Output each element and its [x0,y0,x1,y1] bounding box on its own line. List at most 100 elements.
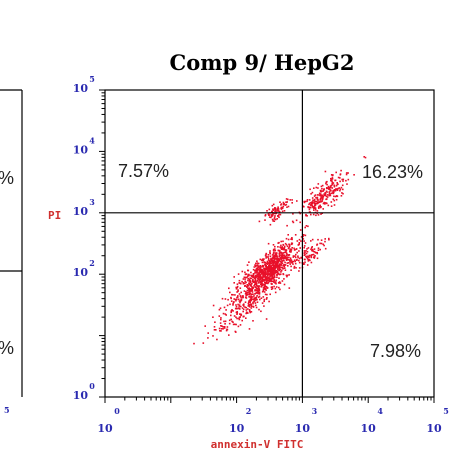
y-tick-label: 10 [73,389,89,402]
event-point [262,270,265,272]
event-point [318,192,321,195]
event-point [287,258,290,261]
event-point [259,277,262,279]
event-point [232,310,234,312]
event-point [262,290,265,292]
event-point [277,209,280,212]
event-point [333,189,336,191]
event-point [270,216,272,219]
event-point [258,308,260,311]
event-point [298,257,301,260]
event-point [269,268,272,271]
event-point [237,325,240,328]
event-point [263,298,266,301]
event-point [307,258,309,261]
event-point [264,254,267,257]
event-point [273,268,275,270]
event-point [295,267,297,269]
event-point [272,262,275,265]
event-point [228,319,231,322]
event-point [281,210,284,213]
event-point [268,280,271,283]
event-point [228,322,231,325]
event-point [249,305,251,308]
event-point [263,271,266,273]
event-point [255,306,258,309]
x-tick-label: 10 [97,422,113,435]
event-point [267,276,270,279]
event-point [321,196,323,198]
event-point [248,279,251,281]
event-point [241,319,243,322]
event-point [315,214,317,217]
event-point [230,296,232,299]
event-point [246,286,248,288]
event-point [260,283,262,285]
event-point [283,264,285,266]
event-point [249,277,251,279]
event-point [258,275,260,277]
event-point [246,275,249,278]
event-point [274,260,276,263]
event-point [283,265,286,268]
event-point [323,201,325,204]
event-point [286,274,289,277]
event-point [253,284,255,287]
event-point [299,247,301,249]
event-point [274,249,277,252]
y-tick-exponent: 3 [89,197,95,207]
event-point [233,301,235,303]
event-point [287,254,289,256]
event-point [291,238,293,241]
event-point [274,208,276,211]
event-point [264,273,267,275]
event-point [258,273,260,275]
event-point [325,195,328,198]
event-point [239,301,241,304]
event-point [280,206,283,209]
event-point [328,194,331,197]
event-point [253,300,256,303]
event-point [270,282,273,285]
event-point [254,278,257,281]
event-point [265,281,267,284]
event-point [278,286,280,289]
event-point [247,308,249,310]
event-point [275,255,277,258]
event-point [278,241,280,244]
event-point [238,305,240,307]
event-point [322,195,325,198]
event-point [283,245,286,248]
left-panel-tick-exp: 5 [4,405,10,415]
event-point [328,187,331,189]
event-point [258,291,261,293]
event-point [232,323,235,326]
event-point [269,252,271,255]
event-point [309,188,311,191]
event-point [293,265,296,268]
event-point [313,201,315,204]
event-point [237,303,239,306]
event-point [270,267,272,269]
event-point [266,293,268,296]
event-point [244,276,247,279]
event-point [266,276,268,278]
event-point [268,264,271,266]
event-point [268,268,271,271]
event-point [284,264,286,266]
event-point [224,313,227,315]
event-point [320,185,323,188]
event-point [216,338,218,341]
event-point [300,256,303,259]
event-point [230,314,232,317]
y-axis-label: PI [48,209,61,222]
event-point [272,277,274,280]
event-point [234,294,236,296]
event-point [274,276,276,278]
event-point [279,201,281,203]
event-point [252,280,254,282]
event-point [260,281,262,283]
event-point [269,274,272,277]
event-point [224,320,227,323]
event-point [278,251,281,253]
